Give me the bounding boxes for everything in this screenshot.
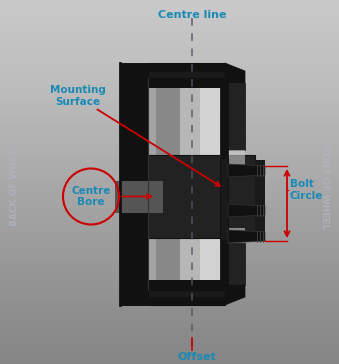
Polygon shape <box>180 83 220 155</box>
Polygon shape <box>228 204 265 217</box>
Polygon shape <box>148 78 228 88</box>
Polygon shape <box>220 158 228 240</box>
Polygon shape <box>120 63 225 71</box>
Polygon shape <box>255 160 265 233</box>
Polygon shape <box>148 280 228 290</box>
Polygon shape <box>225 243 245 285</box>
Text: Mounting
Surface: Mounting Surface <box>50 85 106 107</box>
Text: Centre line: Centre line <box>158 10 226 20</box>
Polygon shape <box>148 78 156 290</box>
Text: Offset: Offset <box>178 352 216 362</box>
Text: Centre
Bore: Centre Bore <box>71 186 111 207</box>
Polygon shape <box>220 78 228 290</box>
Polygon shape <box>200 218 220 285</box>
Polygon shape <box>120 63 148 305</box>
Polygon shape <box>148 78 220 155</box>
Text: FRONT OF WHEEL: FRONT OF WHEEL <box>319 139 328 229</box>
Polygon shape <box>225 285 245 305</box>
Polygon shape <box>200 83 220 175</box>
Polygon shape <box>228 164 265 177</box>
Polygon shape <box>228 230 265 243</box>
Polygon shape <box>220 150 245 165</box>
Text: BACK OF WHEEL: BACK OF WHEEL <box>11 142 20 226</box>
Polygon shape <box>148 238 220 290</box>
Text: Bolt
Circle: Bolt Circle <box>290 179 323 201</box>
Polygon shape <box>225 83 245 150</box>
Polygon shape <box>148 63 225 78</box>
Polygon shape <box>148 290 225 305</box>
Polygon shape <box>220 228 245 243</box>
Polygon shape <box>148 155 255 238</box>
Polygon shape <box>225 63 245 83</box>
Polygon shape <box>115 181 163 213</box>
Polygon shape <box>120 297 225 305</box>
Polygon shape <box>180 238 220 285</box>
